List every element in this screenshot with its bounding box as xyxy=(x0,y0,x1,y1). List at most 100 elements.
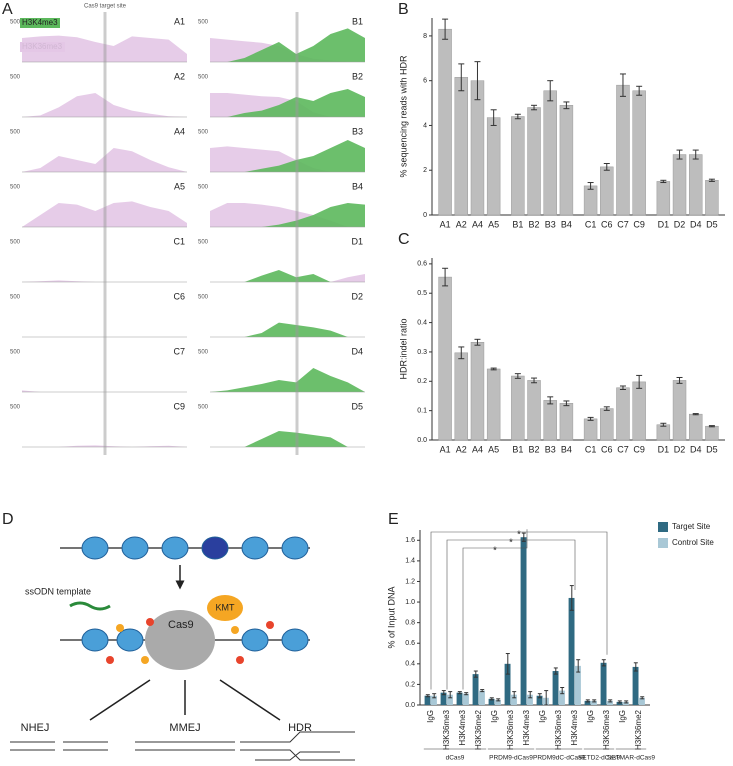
x-tick-label: D5 xyxy=(706,219,718,229)
bar xyxy=(639,697,645,705)
y-tick-label: 2 xyxy=(423,167,427,174)
y-tick-label: 0.6 xyxy=(405,640,415,647)
legend-swatch xyxy=(20,18,60,28)
x-tick-label: H3K36me3 xyxy=(506,709,515,750)
panel-label: B xyxy=(398,1,409,18)
x-tick-label: IgG xyxy=(618,710,627,723)
y-tick-label: 4 xyxy=(423,122,427,129)
y-tick-label: 0.0 xyxy=(417,437,427,444)
y-tick-label: 0.8 xyxy=(405,619,415,626)
x-tick-label: C1 xyxy=(585,219,597,229)
bar xyxy=(424,695,431,705)
y-tick-label: 500 xyxy=(198,20,209,26)
track-id: D2 xyxy=(351,291,363,301)
y-tick-label: 0.4 xyxy=(405,661,415,668)
y-axis-label: % sequencing reads with HDR xyxy=(398,55,408,178)
x-tick-label: A1 xyxy=(440,219,451,229)
bar xyxy=(616,84,630,216)
bar xyxy=(511,694,517,705)
group-label: SETD2-dCas9 xyxy=(578,755,620,762)
cas9 xyxy=(145,610,215,670)
panel-label: C xyxy=(398,231,410,248)
signal-area xyxy=(210,28,365,62)
group-label: PRDM9dC-dCas9 xyxy=(533,755,585,762)
bar xyxy=(600,408,614,441)
x-tick-label: H3K36me3 xyxy=(554,709,563,750)
bar xyxy=(440,692,447,705)
y-tick-label: 500 xyxy=(198,405,209,411)
bar xyxy=(486,368,501,441)
x-tick-label: C7 xyxy=(617,444,629,454)
x-tick-label: B3 xyxy=(545,219,556,229)
track-id: A1 xyxy=(174,16,185,26)
bar xyxy=(438,28,452,216)
bar xyxy=(632,666,639,705)
x-tick-label: D1 xyxy=(658,444,670,454)
bar xyxy=(559,105,574,216)
mmej xyxy=(135,741,235,751)
bar xyxy=(488,698,495,705)
y-tick-label: 500 xyxy=(10,240,21,246)
y-tick-label: 0.3 xyxy=(417,349,427,356)
track-id: B4 xyxy=(352,181,363,191)
y-tick-label: 1.6 xyxy=(405,537,415,544)
signal-area xyxy=(22,280,187,282)
x-tick-label: D5 xyxy=(706,444,718,454)
x-tick-label: C1 xyxy=(585,444,597,454)
diagram-label: Cas9 xyxy=(168,619,194,631)
x-tick-label: IgG xyxy=(426,710,435,723)
bar xyxy=(688,413,703,441)
track-id: B1 xyxy=(352,16,363,26)
y-tick-label: 0 xyxy=(423,212,427,219)
bar xyxy=(504,663,511,705)
x-tick-label: B4 xyxy=(561,219,572,229)
y-tick-label: 500 xyxy=(10,350,21,356)
bar xyxy=(527,694,533,705)
x-tick-label: D1 xyxy=(658,219,670,229)
bar xyxy=(623,701,629,705)
bar xyxy=(470,341,485,441)
sig-star: * xyxy=(493,546,497,557)
x-tick-label: A5 xyxy=(488,219,499,229)
y-tick-label: 1.2 xyxy=(405,578,415,585)
x-tick-label: A2 xyxy=(456,444,467,454)
x-tick-label: D4 xyxy=(690,219,702,229)
bar xyxy=(543,90,557,216)
track-id: B3 xyxy=(352,126,363,136)
x-tick-label: B4 xyxy=(561,444,572,454)
ssodn xyxy=(69,601,111,611)
panel-label: D xyxy=(2,511,14,528)
y-tick-label: 500 xyxy=(198,295,209,301)
track-id: C9 xyxy=(173,401,185,411)
diagram-label: ssODN template xyxy=(25,586,91,596)
sig-bracket xyxy=(446,539,576,690)
x-tick-label: H3K36me2 xyxy=(634,709,643,750)
y-tick-label: 0.4 xyxy=(417,319,427,326)
y-tick-label: 500 xyxy=(198,75,209,81)
x-tick-label: A4 xyxy=(472,444,483,454)
sig-star: * xyxy=(509,538,513,549)
bar xyxy=(672,154,687,216)
bar xyxy=(454,77,469,216)
signal-area xyxy=(210,322,365,337)
track-id: D4 xyxy=(351,346,363,356)
bar xyxy=(688,154,703,216)
x-tick-label: C9 xyxy=(633,444,645,454)
y-tick-label: 0.6 xyxy=(417,261,427,268)
nucleosomes xyxy=(81,628,309,652)
bar xyxy=(447,694,453,705)
x-tick-label: IgG xyxy=(538,710,547,723)
x-tick-label: H3K4me3 xyxy=(522,709,531,745)
x-tick-label: H3K36me3 xyxy=(602,709,611,750)
bar xyxy=(559,403,574,441)
diagram-label: NHEJ xyxy=(21,722,50,734)
bar xyxy=(543,400,557,441)
target-label: Cas9 target site xyxy=(84,4,127,10)
bar xyxy=(583,418,598,441)
track-id: C6 xyxy=(173,291,185,301)
track-id: D1 xyxy=(351,236,363,246)
y-axis-label: HDR:indel ratio xyxy=(398,318,408,379)
bar xyxy=(559,690,565,705)
x-tick-label: H3K36me3 xyxy=(442,709,451,750)
bar xyxy=(520,537,527,705)
